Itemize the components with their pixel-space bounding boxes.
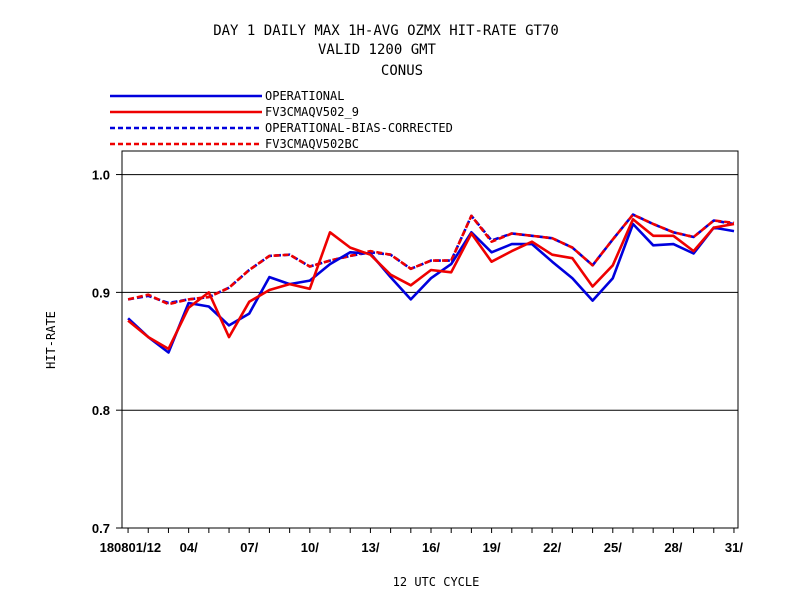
legend-label: OPERATIONAL bbox=[265, 89, 344, 103]
series-lines bbox=[127, 213, 735, 354]
x-tick-label: 22/ bbox=[543, 540, 561, 555]
y-axis-label: HIT-RATE bbox=[44, 311, 58, 369]
plot-frame bbox=[121, 150, 739, 529]
x-tick-label: 28/ bbox=[664, 540, 682, 555]
legend-label: FV3CMAQV502_9 bbox=[265, 105, 359, 119]
x-tick-label: 07/ bbox=[240, 540, 258, 555]
chart-title-line-3: CONUS bbox=[381, 63, 423, 79]
x-tick-label: 25/ bbox=[604, 540, 622, 555]
series-line-1 bbox=[127, 222, 735, 354]
gridlines bbox=[122, 174, 738, 411]
series-line-2 bbox=[127, 218, 735, 351]
legend-label: OPERATIONAL-BIAS-CORRECTED bbox=[265, 121, 453, 135]
x-tick-label: 10/ bbox=[301, 540, 319, 555]
legend-label: FV3CMAQV502BC bbox=[265, 137, 359, 151]
x-tick-label: 13/ bbox=[361, 540, 379, 555]
legend: OPERATIONAL FV3CMAQV502_9 OPERATIONAL-BIAS… bbox=[110, 89, 453, 151]
chart-title-line-1: DAY 1 DAILY MAX 1H-AVG OZMX HIT-RATE GT7… bbox=[213, 23, 559, 39]
series-line-3 bbox=[127, 213, 735, 305]
x-tick-label: 31/ bbox=[725, 540, 743, 555]
x-axis-label: 12 UTC CYCLE bbox=[393, 575, 480, 589]
y-tick-label: 0.8 bbox=[92, 403, 110, 418]
y-tick-label: 0.7 bbox=[92, 521, 110, 536]
x-tick-label: 04/ bbox=[180, 540, 198, 555]
x-tick-label: 16/ bbox=[422, 540, 440, 555]
x-tick-label: 180801/12 bbox=[100, 540, 161, 555]
x-axis-ticks: 180801/12 04/07/10/13/16/19/22/25/28/31/ bbox=[100, 528, 743, 555]
y-axis-ticks: 0.7 0.8 0.9 1.0 bbox=[92, 168, 122, 536]
y-tick-label: 0.9 bbox=[92, 285, 110, 300]
chart-title-line-2: VALID 1200 GMT bbox=[318, 42, 437, 58]
y-tick-label: 1.0 bbox=[92, 168, 110, 183]
x-tick-label: 19/ bbox=[483, 540, 501, 555]
